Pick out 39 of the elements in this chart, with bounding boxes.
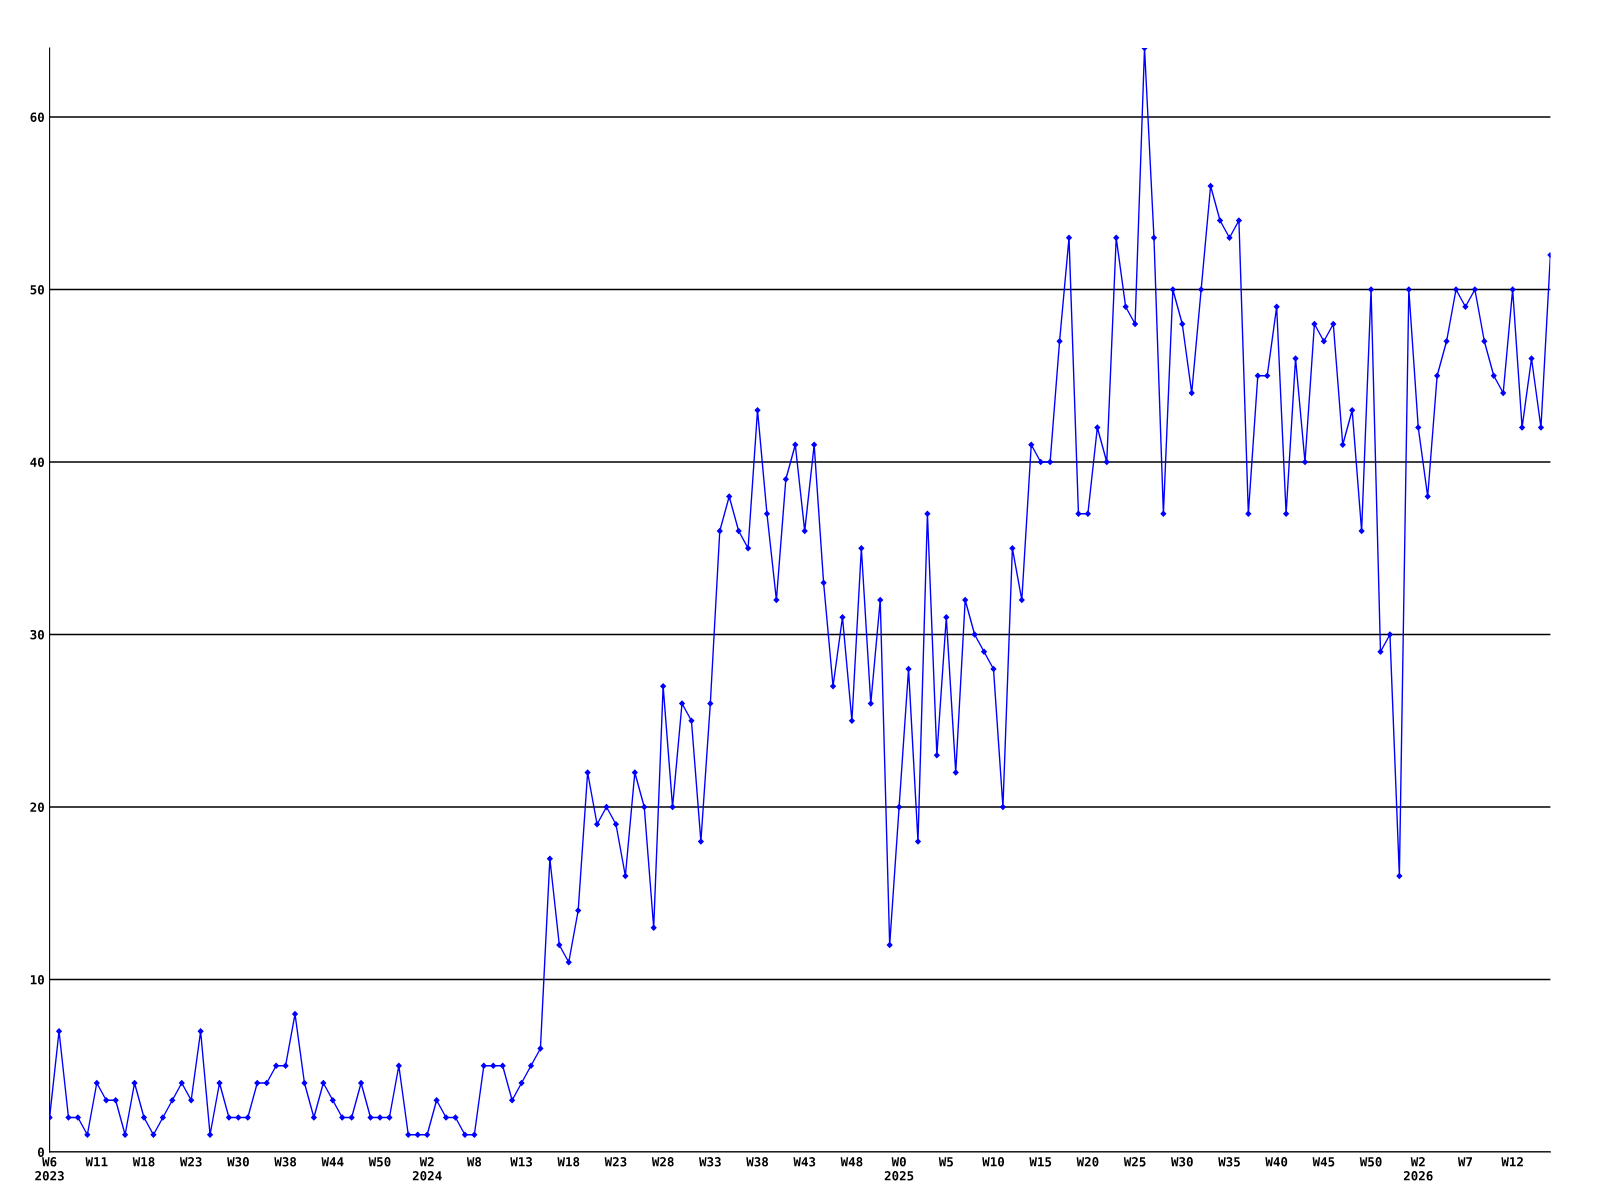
x-tick-label: W48: [840, 1157, 863, 1167]
x-tick-label: W30: [227, 1157, 249, 1167]
x-tick-label: W18: [557, 1157, 580, 1167]
x-tick-label: W2 2024: [412, 1157, 442, 1181]
x-tick-label: W15: [1029, 1157, 1052, 1167]
x-tick-label: W38: [746, 1157, 769, 1167]
x-tick-label: W50: [368, 1157, 391, 1167]
x-tick-label: W5: [938, 1157, 953, 1167]
y-tick-label: 40: [30, 457, 44, 467]
x-tick-label: W43: [793, 1157, 816, 1167]
x-tick-label: W23: [604, 1157, 627, 1167]
x-tick-label: W38: [274, 1157, 297, 1167]
x-tick-label: W20: [1076, 1157, 1099, 1167]
x-tick-label: W12: [1501, 1157, 1523, 1167]
x-tick-label: W30: [1170, 1157, 1193, 1167]
x-tick-label: W44: [321, 1157, 344, 1167]
y-tick-label: 30: [30, 629, 44, 640]
x-tick-label: W25: [1123, 1157, 1146, 1167]
y-tick-label: 50: [30, 284, 44, 295]
x-tick-label: W8: [466, 1157, 482, 1167]
x-tick-label: W6 2023: [35, 1157, 64, 1181]
x-tick-label: W45: [1312, 1157, 1335, 1167]
y-tick-label: 60: [30, 112, 44, 122]
y-tick-label: 0: [37, 1147, 44, 1157]
x-tick-label: W23: [179, 1157, 202, 1167]
x-tick-label: W13: [510, 1157, 533, 1167]
x-tick-label: W33: [699, 1157, 721, 1167]
x-tick-label: W0 2025: [884, 1157, 914, 1181]
y-tick-label: 10: [30, 974, 44, 985]
x-tick-label: W2 2026: [1403, 1157, 1433, 1181]
x-tick-label: W10: [982, 1157, 1005, 1167]
y-tick-label: 20: [30, 802, 44, 812]
x-tick-label: W28: [651, 1157, 674, 1167]
x-tick-label: W35: [1218, 1157, 1240, 1167]
x-tick-label: W40: [1265, 1157, 1288, 1167]
x-tick-label: W7: [1457, 1157, 1473, 1167]
x-tick-label: W50: [1359, 1157, 1382, 1167]
x-tick-label: W18: [132, 1157, 155, 1167]
x-tick-label: W11: [85, 1157, 108, 1167]
